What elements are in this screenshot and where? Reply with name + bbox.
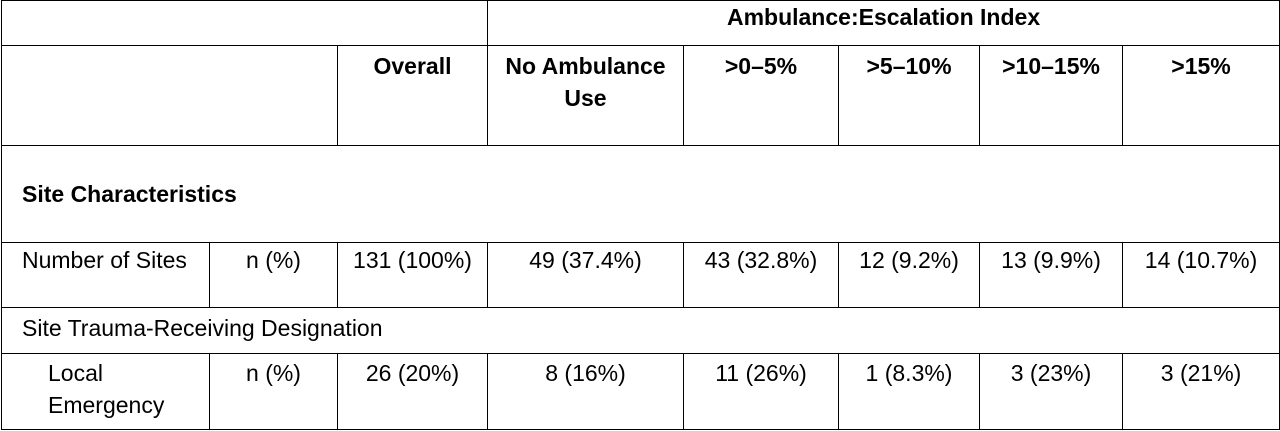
cell-0-5: 43 (32.8%): [683, 242, 840, 308]
col-header-15-plus: >15%: [1122, 45, 1280, 146]
table-row: Local Emergency n (%) 26 (20%) 8 (16%) 1…: [1, 353, 1280, 430]
row-label-number-of-sites: Number of Sites: [1, 242, 210, 308]
col-header-10-15: >10–15%: [979, 45, 1124, 146]
header-row-columns: Overall No Ambulance Use >0–5% >5–10% >1…: [1, 45, 1280, 146]
col-header-0-5: >0–5%: [683, 45, 840, 146]
group-header-ambulance-escalation: Ambulance:Escalation Index: [487, 0, 1280, 46]
table-row: Number of Sites n (%) 131 (100%) 49 (37.…: [1, 242, 1280, 308]
cell-no-ambulance: 49 (37.4%): [487, 242, 685, 308]
section-row: Site Trauma-Receiving Designation: [0, 307, 1280, 354]
cell-0-5: 11 (26%): [683, 353, 840, 430]
cell-15-plus: 14 (10.7%): [1122, 242, 1280, 308]
section-trauma-designation: Site Trauma-Receiving Designation: [0, 307, 1280, 354]
row-stat-type: n (%): [209, 242, 338, 308]
cell-5-10: 1 (8.3%): [838, 353, 981, 430]
cell-overall: 26 (20%): [336, 353, 489, 430]
cell-overall: 131 (100%): [336, 242, 489, 308]
col-header-overall: Overall: [336, 45, 489, 146]
empty-header-cell: [0, 0, 489, 46]
row-stat-type: n (%): [209, 353, 338, 430]
section-site-characteristics: Site Characteristics: [0, 145, 1280, 243]
row-label-local-emergency: Local Emergency: [1, 353, 210, 430]
col-header-no-ambulance: No Ambulance Use: [487, 45, 685, 146]
cell-5-10: 12 (9.2%): [838, 242, 981, 308]
cell-10-15: 13 (9.9%): [979, 242, 1124, 308]
cell-15-plus: 3 (21%): [1122, 353, 1280, 430]
cell-no-ambulance: 8 (16%): [487, 353, 685, 430]
section-row: Site Characteristics: [0, 145, 1280, 243]
header-row-group: Ambulance:Escalation Index: [0, 0, 1280, 46]
col-header-5-10: >5–10%: [838, 45, 981, 146]
cell-10-15: 3 (23%): [979, 353, 1124, 430]
empty-header-cell: [1, 45, 338, 146]
